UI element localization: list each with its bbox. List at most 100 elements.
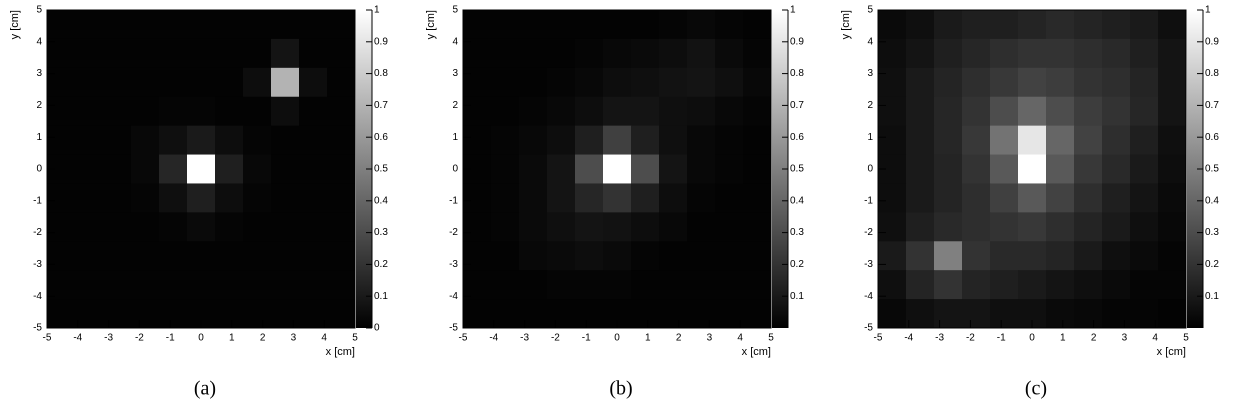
x-tick-label: 2 — [260, 333, 266, 344]
y-tick-label: -4 — [864, 291, 873, 302]
x-tick-label: 0 — [614, 333, 620, 344]
heat-cell — [631, 125, 660, 156]
heat-cell — [1158, 270, 1187, 300]
y-tick-label: 1 — [867, 132, 873, 143]
caption: (b) — [609, 378, 632, 400]
heat-cell — [962, 10, 991, 40]
heat-cell — [715, 96, 744, 127]
heat-cell — [962, 125, 991, 156]
heat-cell — [1158, 10, 1187, 40]
heat-cell — [47, 10, 76, 40]
heat-cell — [243, 38, 272, 69]
x-tick-label: -2 — [551, 333, 560, 344]
heat-cell — [715, 10, 744, 40]
heat-cell — [1046, 96, 1075, 127]
colorbar-tick-label: 0.5 — [374, 164, 388, 175]
heat-cell — [659, 125, 688, 156]
heat-cell — [215, 183, 244, 213]
heat-cell — [878, 241, 907, 271]
heat-cell — [1130, 10, 1159, 40]
heat-cell — [327, 212, 356, 242]
heat-cell — [1102, 10, 1131, 40]
y-tick-label: 5 — [452, 5, 458, 16]
heat-cell — [1018, 38, 1047, 69]
heat-cell — [687, 299, 716, 329]
heat-cell — [1102, 125, 1131, 156]
heat-cell — [243, 10, 272, 40]
colorbar-tick-label: 0.9 — [790, 36, 804, 47]
heat-cell — [1018, 270, 1047, 300]
heat-cell — [1074, 241, 1103, 271]
heat-cell — [187, 154, 216, 184]
panel: -5 -4 -3 -2 -1 0 1 2 3 4 5 -5 -4 -3 -2 -1 0 1 2 3 4 5 x [cm] y … — [840, 5, 1219, 400]
heat-cell — [159, 10, 188, 40]
heat-cell — [47, 38, 76, 69]
x-tick-label: 5 — [1183, 333, 1189, 344]
heat-cell — [1102, 299, 1131, 329]
heat-cell — [243, 125, 272, 156]
heat-cell — [271, 96, 300, 127]
heat-cell — [215, 154, 244, 184]
heat-cell — [687, 10, 716, 40]
y-tick-label: -4 — [449, 291, 458, 302]
colorbar-tick-label: 0.6 — [1205, 132, 1219, 143]
y-tick-label: -3 — [864, 259, 873, 270]
heat-cell — [743, 212, 772, 242]
colorbar-tick-label: 0.8 — [790, 68, 804, 79]
colorbar-tick-label: 0.8 — [1205, 68, 1219, 79]
heat-cell — [47, 299, 76, 329]
heat-cell — [575, 67, 604, 98]
y-tick-label: 2 — [452, 100, 458, 111]
heat-cell — [1130, 67, 1159, 98]
x-tick-label: -3 — [104, 333, 113, 344]
heat-cell — [906, 299, 935, 329]
colorbar-tick-label: 1 — [374, 5, 380, 16]
heat-cell — [631, 212, 660, 242]
heat-cell — [547, 154, 576, 184]
heat-cell — [547, 212, 576, 242]
heat-cell — [575, 38, 604, 69]
heat-cell — [519, 125, 548, 156]
y-tick-label: -5 — [449, 323, 458, 334]
heat-cell — [131, 212, 160, 242]
heat-cell — [103, 10, 132, 40]
heat-cell — [603, 38, 632, 69]
heat-cell — [491, 38, 520, 69]
heat-cell — [934, 125, 963, 156]
x-axis-label: x [cm] — [1157, 346, 1186, 358]
heat-cell — [715, 299, 744, 329]
heat-cell — [1158, 96, 1187, 127]
heat-cell — [187, 96, 216, 127]
heat-cell — [327, 183, 356, 213]
colorbar-tick-label: 0.4 — [1205, 195, 1219, 206]
heat-cell — [1074, 96, 1103, 127]
heat-cell — [75, 270, 104, 300]
heat-cell — [327, 10, 356, 40]
heat-cell — [1046, 299, 1075, 329]
y-tick-label: -2 — [864, 227, 873, 238]
heat-cell — [715, 183, 744, 213]
heat-cell — [327, 299, 356, 329]
heat-cell — [103, 183, 132, 213]
heat-cell — [159, 125, 188, 156]
heat-cell — [299, 241, 328, 271]
x-tick-label: -4 — [489, 333, 498, 344]
panel: -5 -4 -3 -2 -1 0 1 2 3 4 5 -5 -4 -3 -2 -1 0 1 2 3 4 5 x [cm] y … — [9, 5, 388, 400]
heat-cell — [575, 183, 604, 213]
heat-cell — [1046, 241, 1075, 271]
heat-cell — [687, 183, 716, 213]
heat-cell — [1046, 125, 1075, 156]
heat-cell — [1130, 183, 1159, 213]
heat-cell — [131, 96, 160, 127]
colorbar-tick-label: 0.8 — [374, 68, 388, 79]
heat-cell — [715, 270, 744, 300]
heat-cell — [1130, 212, 1159, 242]
x-tick-label: -4 — [904, 333, 913, 344]
heat-cell — [299, 96, 328, 127]
heat-cell — [990, 183, 1019, 213]
colorbar-tick-label: 0.5 — [790, 164, 804, 175]
heat-cell — [215, 10, 244, 40]
heat-cell — [659, 96, 688, 127]
heat-cell — [687, 270, 716, 300]
heat-cell — [463, 38, 492, 69]
